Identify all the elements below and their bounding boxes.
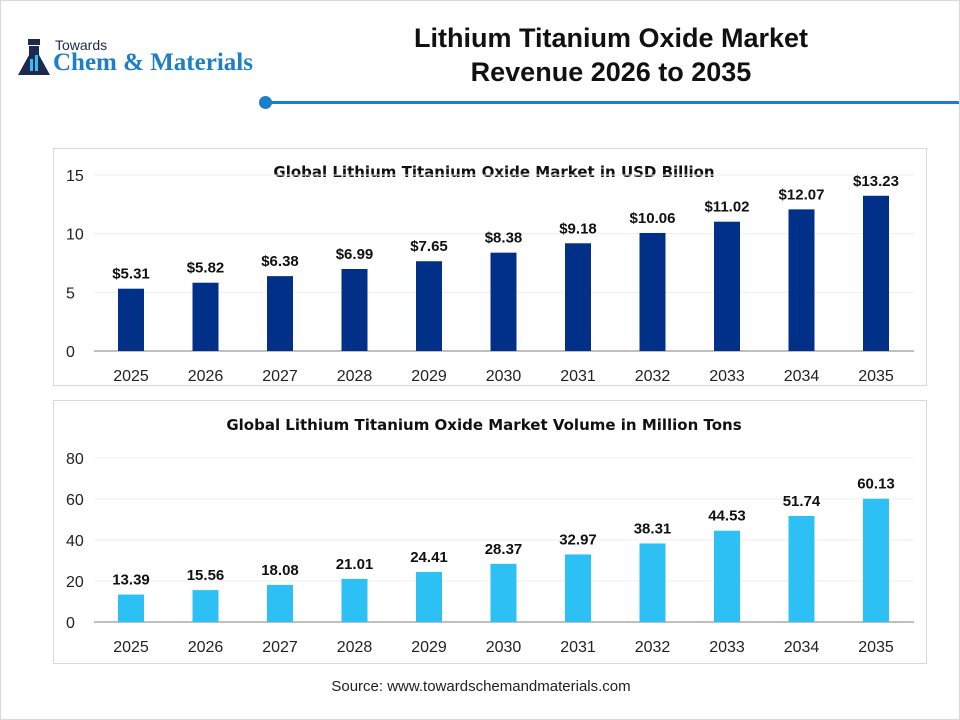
- data-label: 60.13: [857, 476, 895, 493]
- y-tick-label: 60: [66, 492, 84, 509]
- bar: [863, 195, 889, 351]
- y-tick-label: 80: [66, 451, 84, 468]
- data-label: $13.23: [853, 173, 899, 190]
- bar: [714, 530, 740, 622]
- x-tick-label: 2030: [486, 368, 522, 385]
- flask-icon: [18, 39, 50, 75]
- bar: [639, 232, 666, 351]
- data-label: $6.38: [261, 253, 299, 270]
- data-label: 32.97: [559, 531, 597, 548]
- x-tick-label: 2029: [411, 368, 447, 385]
- x-tick-label: 2031: [560, 368, 596, 385]
- x-tick-label: 2033: [709, 368, 745, 385]
- x-tick-label: 2033: [709, 639, 745, 656]
- data-label: 24.41: [410, 549, 448, 566]
- bar: [714, 221, 740, 351]
- source-note: Source: www.towardschemandmaterials.com: [331, 678, 631, 695]
- chart-title: Global Lithium Titanium Oxide Market Vol…: [226, 416, 741, 434]
- bar: [863, 498, 889, 622]
- bar: [565, 243, 591, 351]
- bar: [192, 590, 219, 622]
- data-label: $10.06: [630, 210, 676, 227]
- data-label: $11.02: [704, 199, 749, 216]
- x-tick-label: 2027: [262, 639, 298, 656]
- data-label: 13.39: [112, 572, 150, 589]
- bar: [416, 261, 442, 351]
- y-tick-label: 40: [66, 533, 84, 550]
- logo-text-main: Chem & Materials: [53, 49, 253, 76]
- x-tick-label: 2030: [486, 639, 522, 656]
- data-label: $9.18: [559, 220, 597, 237]
- title-rule: [266, 101, 959, 104]
- data-label: 21.01: [336, 556, 374, 573]
- y-tick-label: 15: [66, 168, 84, 185]
- bar: [788, 515, 815, 622]
- data-label: $6.99: [336, 246, 374, 263]
- logo-text-top: Towards: [55, 37, 108, 53]
- x-tick-label: 2026: [188, 368, 224, 385]
- x-tick-label: 2026: [188, 639, 224, 656]
- bar: [267, 276, 293, 351]
- data-label: $5.31: [112, 266, 150, 283]
- x-tick-label: 2035: [858, 368, 894, 385]
- data-label: 15.56: [187, 567, 225, 584]
- x-tick-label: 2028: [337, 368, 373, 385]
- rule-dot: [259, 96, 272, 109]
- data-label: $5.82: [187, 260, 225, 277]
- bar: [639, 543, 666, 622]
- x-tick-label: 2027: [262, 368, 298, 385]
- data-label: 51.74: [783, 493, 821, 510]
- revenue-chart-panel: Global Lithium Titanium Oxide Market in …: [53, 148, 927, 386]
- x-tick-label: 2029: [411, 639, 447, 656]
- data-label: $8.38: [485, 230, 523, 247]
- x-tick-label: 2028: [337, 639, 373, 656]
- data-label: $7.65: [410, 238, 448, 255]
- y-tick-label: 5: [66, 285, 75, 302]
- title-line-1: Lithium Titanium Oxide Market: [413, 23, 809, 53]
- data-label: 38.31: [634, 520, 672, 537]
- data-label: 44.53: [708, 508, 746, 525]
- x-tick-label: 2034: [784, 368, 820, 385]
- revenue-chart: Global Lithium Titanium Oxide Market in …: [66, 163, 914, 385]
- volume-chart-panel: Global Lithium Titanium Oxide Market Vol…: [53, 400, 927, 664]
- bar: [341, 578, 368, 622]
- x-tick-label: 2025: [113, 368, 149, 385]
- page-title: Lithium Titanium Oxide Market Revenue 20…: [361, 21, 861, 89]
- bar: [267, 584, 293, 622]
- bar: [416, 571, 442, 622]
- bar: [490, 252, 517, 351]
- x-tick-label: 2035: [858, 639, 894, 656]
- volume-chart: Global Lithium Titanium Oxide Market Vol…: [66, 416, 914, 656]
- bar: [788, 209, 815, 351]
- data-label: 18.08: [261, 562, 299, 579]
- bar: [118, 288, 144, 351]
- x-tick-label: 2025: [113, 639, 149, 656]
- y-tick-label: 20: [66, 574, 84, 591]
- title-line-2: Revenue 2026 to 2035: [470, 57, 752, 87]
- bar: [565, 554, 591, 622]
- bar: [341, 268, 368, 351]
- x-tick-label: 2034: [784, 639, 820, 656]
- bar: [118, 594, 144, 622]
- y-tick-label: 0: [66, 615, 75, 632]
- chart-title: Global Lithium Titanium Oxide Market in …: [273, 163, 714, 181]
- data-label: 28.37: [485, 541, 523, 558]
- x-tick-label: 2031: [560, 639, 596, 656]
- x-tick-label: 2032: [635, 639, 671, 656]
- bar: [490, 563, 517, 622]
- bar: [192, 282, 219, 351]
- x-tick-label: 2032: [635, 368, 671, 385]
- data-label: $12.07: [779, 186, 825, 203]
- y-tick-label: 10: [66, 227, 84, 244]
- y-tick-label: 0: [66, 344, 75, 361]
